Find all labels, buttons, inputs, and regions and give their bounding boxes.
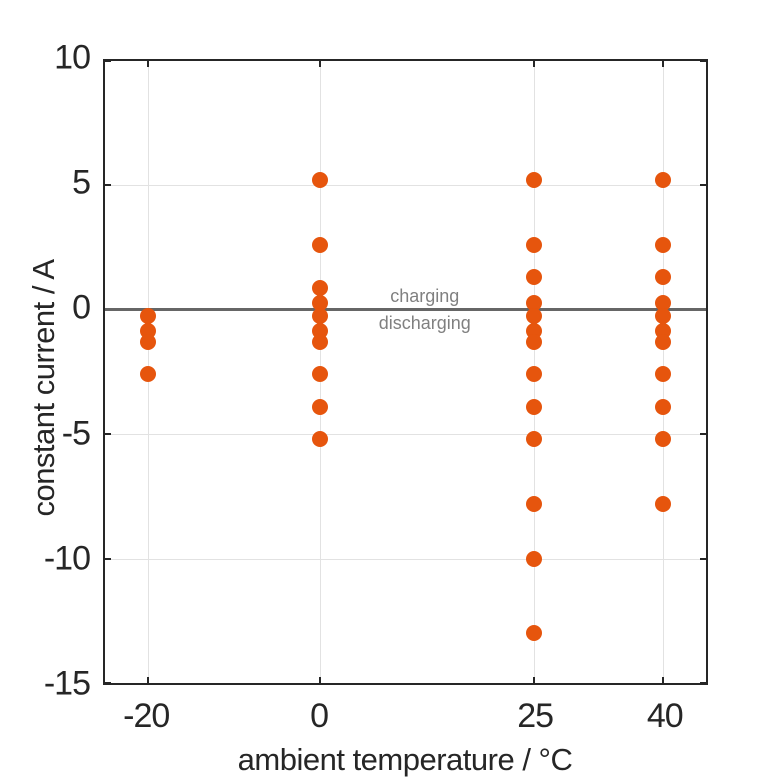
y-axis-label: constant current / A: [26, 259, 61, 517]
data-point: [655, 334, 672, 351]
data-point: [311, 398, 328, 415]
data-point: [311, 334, 328, 351]
data-point: [311, 295, 328, 312]
x-tick-label: 25: [517, 697, 554, 735]
x-tick-mark: [146, 677, 149, 683]
x-tick-mark: [318, 677, 321, 683]
x-tick-mark: [662, 677, 665, 683]
data-point: [526, 334, 543, 351]
y-tick-label: -10: [43, 539, 91, 578]
data-point: [655, 495, 672, 512]
x-axis-label: ambient temperature / °C: [237, 742, 573, 777]
x-tick-label: 40: [646, 697, 684, 735]
y-tick-mark: [105, 60, 111, 62]
data-point: [526, 495, 543, 512]
horizontal-gridline: [105, 185, 706, 187]
horizontal-gridline: [105, 558, 706, 560]
data-point: [311, 431, 328, 448]
data-point: [526, 295, 543, 312]
data-point: [526, 625, 543, 642]
horizontal-gridline: [105, 434, 706, 436]
y-tick-mark: [105, 433, 111, 436]
y-tick-mark: [700, 682, 706, 684]
y-tick-label: -15: [43, 664, 91, 703]
y-tick-mark: [700, 557, 706, 560]
data-point: [526, 366, 543, 383]
data-point: [139, 366, 156, 383]
data-point: [139, 334, 156, 351]
y-tick-label: -5: [61, 414, 91, 453]
y-tick-mark: [105, 184, 111, 187]
data-point: [526, 550, 543, 567]
x-tick-mark: [146, 61, 149, 67]
data-point: [655, 172, 672, 189]
y-tick-mark: [105, 682, 111, 684]
x-tick-label: -20: [123, 697, 170, 735]
data-point: [526, 237, 543, 254]
x-tick-mark: [533, 677, 536, 683]
data-point: [655, 431, 672, 448]
x-tick-mark: [533, 61, 536, 67]
y-tick-label: 5: [72, 163, 91, 202]
data-point: [655, 366, 672, 383]
y-tick-mark: [700, 184, 706, 187]
data-point: [526, 431, 543, 448]
x-tick-label: 0: [310, 697, 329, 735]
data-point: [655, 308, 672, 325]
plot-area: charging discharging: [103, 59, 708, 685]
data-point: [655, 237, 672, 254]
data-point: [655, 398, 672, 415]
y-tick-mark: [105, 557, 111, 560]
data-point: [526, 172, 543, 189]
data-point: [311, 237, 328, 254]
data-point: [526, 398, 543, 415]
y-tick-mark: [700, 60, 706, 62]
discharging-label: discharging: [378, 312, 471, 333]
data-point: [311, 172, 328, 189]
x-tick-mark: [318, 61, 321, 67]
data-point: [526, 308, 543, 325]
y-tick-label: 0: [72, 289, 91, 328]
data-point: [139, 308, 156, 325]
y-tick-label: 10: [54, 38, 91, 77]
data-point: [311, 366, 328, 383]
x-tick-mark: [662, 61, 665, 67]
data-point: [526, 269, 543, 286]
charging-label: charging: [390, 285, 460, 306]
data-point: [655, 295, 672, 312]
y-tick-mark: [700, 433, 706, 436]
data-point: [311, 308, 328, 325]
data-point: [655, 269, 672, 286]
zero-current-line: [105, 307, 706, 311]
data-point: [311, 280, 328, 297]
